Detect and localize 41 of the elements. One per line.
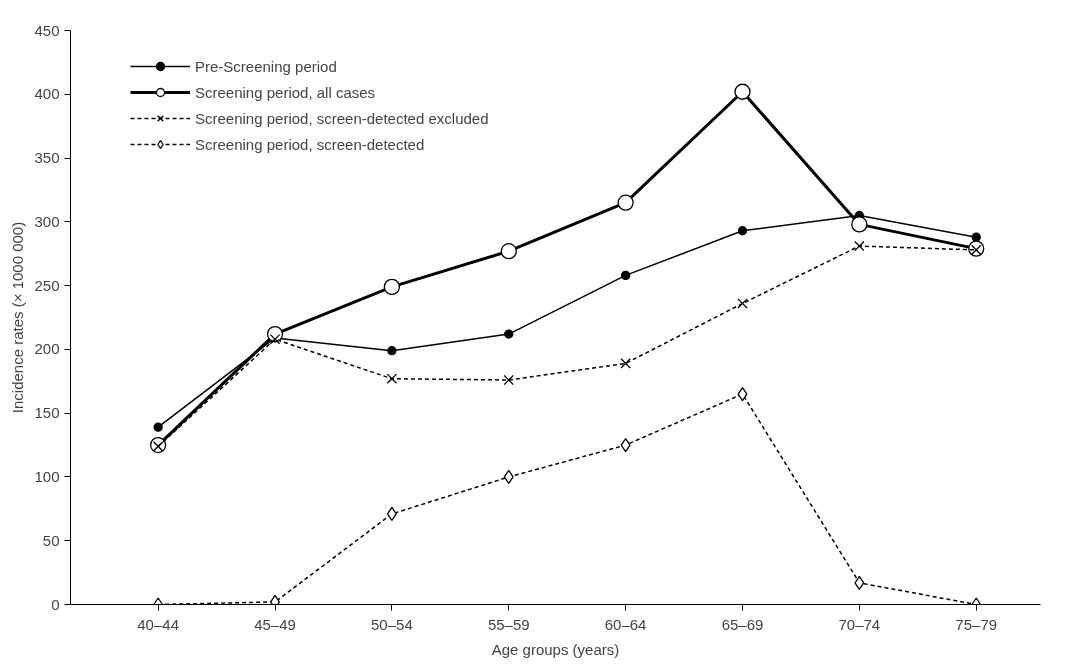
legend-label: Screening period, all cases	[195, 83, 376, 101]
legend-label: Pre-Screening period	[195, 57, 337, 75]
y-tick-label: 250	[34, 276, 60, 294]
point	[851, 216, 868, 233]
y-tick-label: 200	[34, 340, 60, 358]
point	[617, 194, 634, 211]
point	[854, 575, 865, 590]
point	[620, 358, 631, 369]
point	[971, 232, 981, 242]
x-tick-label: 65–69	[721, 615, 764, 633]
x-tick-label: 60–64	[604, 615, 647, 633]
y-axis-title: Incidence rates (× 1000 000)	[9, 221, 27, 414]
y-tick-label: 350	[34, 149, 60, 167]
point	[386, 373, 398, 384]
y-tick-label: 0	[51, 595, 60, 613]
point	[620, 270, 631, 281]
legend-label: Screening period, screen-detected excluded	[195, 109, 489, 127]
point	[854, 240, 865, 252]
point	[387, 346, 397, 356]
x-tick-label: 70–74	[838, 615, 881, 633]
point	[383, 278, 401, 296]
x-axis-title: Age groups (years)	[491, 640, 620, 658]
x-tick-label: 55–59	[487, 615, 530, 633]
y-tick-label: 150	[34, 404, 60, 422]
x-tick-label: 40–44	[137, 615, 180, 633]
point	[737, 226, 748, 236]
point	[503, 374, 514, 386]
point	[504, 329, 514, 339]
x-tick-label: 75–79	[955, 615, 998, 633]
y-tick-label: 50	[42, 531, 60, 549]
y-tick-label: 400	[34, 85, 60, 103]
y-tick-label: 300	[34, 212, 60, 230]
point	[737, 298, 748, 309]
point	[153, 422, 163, 432]
point	[734, 83, 751, 100]
legend-label: Screening period, screen-detected	[195, 135, 425, 153]
y-tick-label: 100	[34, 467, 60, 485]
point	[500, 243, 517, 260]
x-tick-label: 50–54	[371, 615, 413, 633]
x-tick-label: 45–49	[254, 615, 296, 633]
y-tick-label: 450	[34, 21, 60, 39]
